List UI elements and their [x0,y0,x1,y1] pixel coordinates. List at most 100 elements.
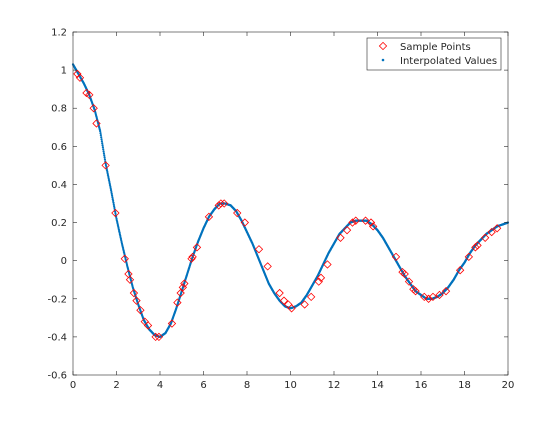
sample-point [151,332,160,342]
x-tick-label: 16 [415,380,428,391]
sample-point [92,119,101,128]
sample-point [455,266,465,275]
sample-point [180,279,189,288]
sample-point [492,224,502,233]
sample-point [89,104,98,113]
sample-point [348,218,357,227]
sample-point [391,252,401,262]
sample-point [167,319,177,328]
interpolated-point [99,134,102,137]
y-tick-label: 0.8 [51,104,67,115]
legend: Sample Points Interpolated Values [366,37,502,71]
interpolated-point [104,162,107,165]
sample-point [279,296,289,305]
interpolated-point [114,210,117,213]
sample-point [73,69,82,79]
sample-point [154,332,164,342]
sample-point [136,306,145,315]
interpolated-point [107,175,110,178]
interpolated-point [111,197,114,201]
sample-point [487,227,496,237]
sample-point [464,252,474,262]
sample-point [173,298,182,307]
y-tick-label: -0.6 [47,371,67,382]
sample-point [275,288,284,298]
sample-point [366,218,376,227]
y-tick-label: 1.2 [51,28,67,39]
x-tick-label: 2 [113,380,119,391]
interpolated-point [112,199,115,202]
sample-point [129,288,139,298]
sample-point [75,73,85,82]
legend-marker-diamond [378,41,388,51]
legend-label-interpolated-values: Interpolated Values [400,56,497,67]
sample-point [336,233,345,242]
interpolated-point [109,185,112,188]
sample-point [240,218,249,227]
x-tick-label: 6 [200,380,206,391]
sample-point [187,254,196,263]
sample-point [435,290,444,300]
plot-background [73,32,508,375]
sample-point [254,245,264,254]
interpolated-point [103,156,106,159]
x-tick-label: 12 [328,380,341,391]
interpolated-point [100,140,103,143]
y-tick-label: 0.2 [51,218,67,229]
interpolated-point [107,177,110,180]
interpolated-point [101,146,105,149]
interpolated-point [100,138,103,141]
interpolated-point [102,152,106,155]
interpolated-point [106,174,110,177]
interpolated-point [108,184,112,187]
sample-point [342,226,352,235]
sample-point [233,208,242,218]
sample-point [441,286,451,296]
sample-point [192,243,202,252]
sample-point [143,321,153,330]
interpolated-point [110,190,113,194]
x-tick-label: 8 [244,380,250,391]
sample-point [188,252,197,262]
interpolated-point [104,164,108,167]
sample-point [219,199,229,208]
sample-point [300,300,309,309]
sample-point [368,222,378,231]
interpolated-point [102,150,105,153]
tick-layer: 0 2 4 6 8 10 12 14 16 18 20 -0.6 -0.4 -0.2 0 0.2 0.4 0.6 0… [47,28,514,392]
interpolated-point [99,132,102,135]
series-layer [71,63,510,342]
interpolated-point [105,169,109,172]
interpolated-point [109,187,112,190]
legend-box [366,37,502,71]
y-tick-label: 1 [61,66,67,77]
interpolated-point [106,172,109,175]
x-tick-label: 4 [157,380,163,391]
sample-point [120,254,129,263]
y-tick-label: -0.4 [47,332,67,343]
interpolated-point [111,196,114,199]
interpolated-point [101,144,104,147]
sample-point [471,243,480,252]
x-tick-label: 18 [458,380,471,391]
interpolated-point [113,206,116,210]
legend-marker-dot [381,58,385,62]
interpolated-point [107,179,111,182]
interpolated-point [112,201,115,204]
sample-point [428,292,438,302]
sample-point [314,277,323,286]
sample-point [351,216,360,225]
y-tick-label: -0.2 [47,294,67,305]
interpolated-point [102,148,105,151]
interpolated-point [109,189,113,192]
y-tick-label: 0.6 [51,142,67,153]
sample-point [263,262,272,271]
sample-point [216,199,226,208]
sample-point [424,294,433,303]
y-tick-label: 0.4 [51,180,67,191]
interpolated-point [114,212,117,215]
sample-point [85,90,94,100]
interpolated-point [103,154,106,157]
sample-point [361,216,370,225]
